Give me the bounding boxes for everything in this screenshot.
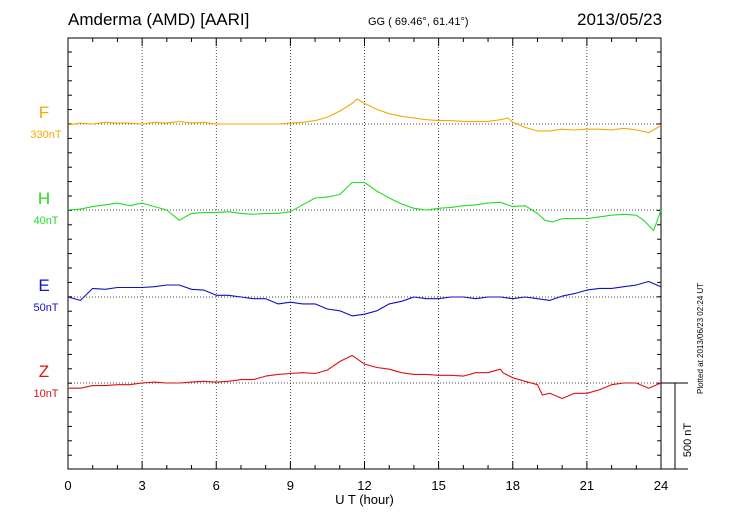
series-line-z bbox=[68, 354, 662, 400]
baseline-value-z: 10nT bbox=[33, 388, 58, 400]
component-label-e: E bbox=[38, 276, 49, 295]
scale-bar-label: 500 nT bbox=[682, 423, 694, 458]
baseline-value-e: 50nT bbox=[33, 302, 58, 314]
baseline-value-h: 40nT bbox=[33, 215, 58, 227]
date-label: 2013/05/23 bbox=[577, 10, 663, 29]
x-tick-label: 12 bbox=[357, 478, 371, 493]
x-axis-label: U T (hour) bbox=[335, 492, 394, 507]
x-tick-label: 21 bbox=[580, 478, 594, 493]
x-tick-label: 24 bbox=[654, 478, 668, 493]
x-tick-label: 0 bbox=[64, 478, 71, 493]
station-title: Amderma (AMD) [AARI] bbox=[68, 10, 250, 29]
x-tick-label: 15 bbox=[431, 478, 445, 493]
series-line-f bbox=[67, 98, 662, 134]
coordinates-label: GG ( 69.46°, 61.41°) bbox=[368, 16, 469, 28]
x-tick-label: 3 bbox=[139, 478, 146, 493]
component-label-h: H bbox=[38, 189, 50, 208]
baseline-value-f: 330nT bbox=[30, 129, 61, 141]
series-line-h bbox=[67, 181, 662, 232]
component-label-f: F bbox=[39, 103, 49, 122]
series-line-e bbox=[67, 280, 662, 317]
x-tick-label: 9 bbox=[287, 478, 294, 493]
component-label-z: Z bbox=[39, 362, 49, 381]
x-tick-label: 18 bbox=[506, 478, 520, 493]
x-tick-label: 6 bbox=[213, 478, 220, 493]
